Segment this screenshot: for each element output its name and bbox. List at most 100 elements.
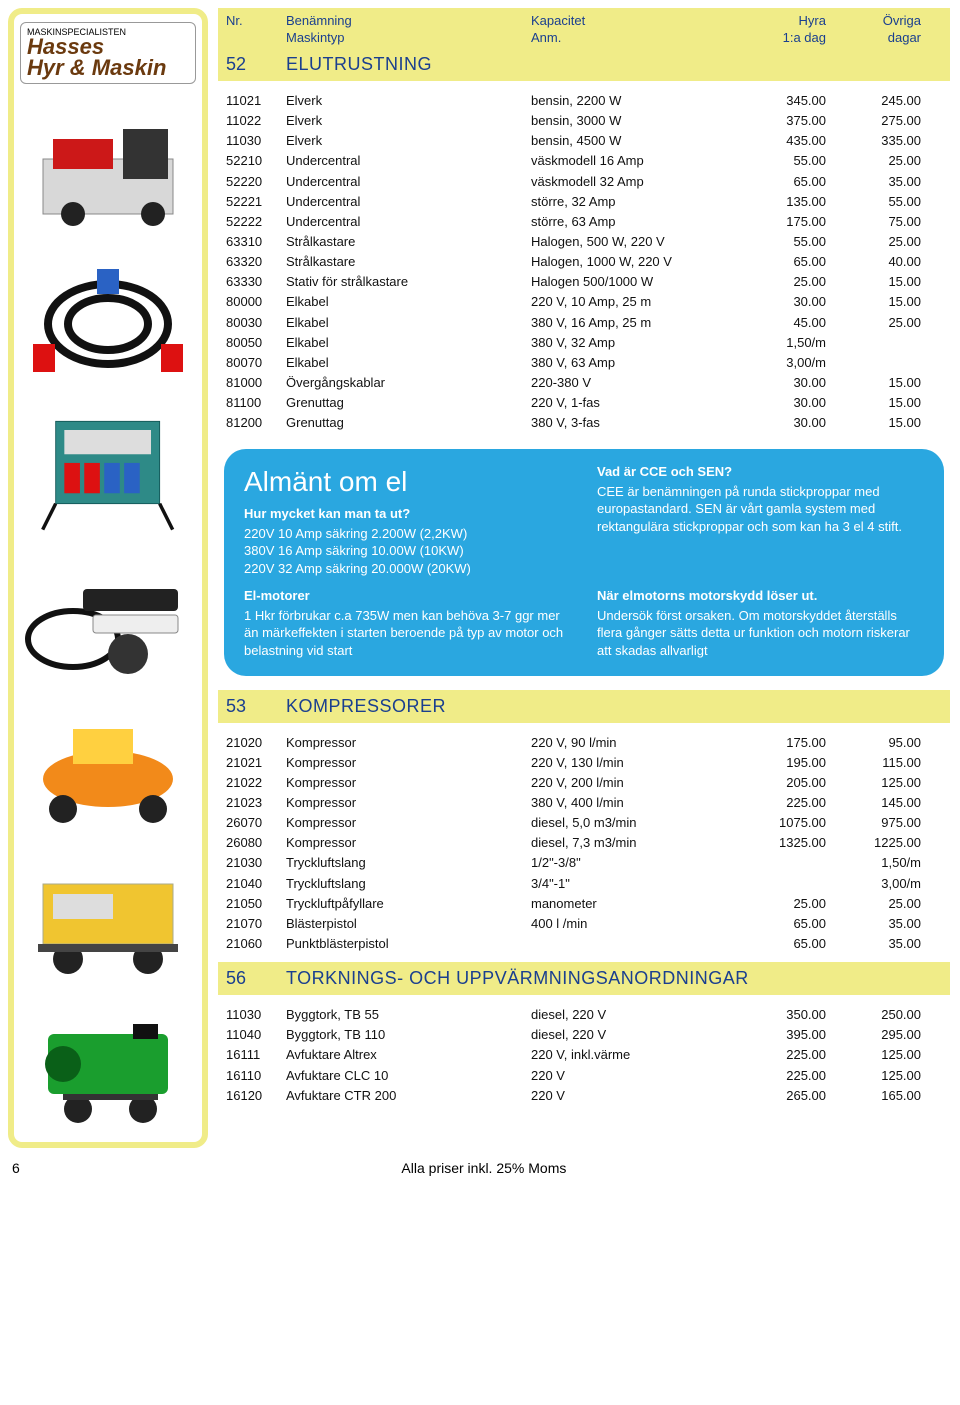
cell: 135.00 xyxy=(731,192,826,212)
cell: Elkabel xyxy=(286,313,531,333)
cell: 63320 xyxy=(226,252,286,272)
info-a-head: Hur mycket kan man ta ut? xyxy=(244,505,571,523)
info-b-head: Vad är CCE och SEN? xyxy=(597,463,924,481)
cell: diesel, 5,0 m3/min xyxy=(531,813,731,833)
cell: större, 63 Amp xyxy=(531,212,731,232)
table-row: 21022Kompressor220 V, 200 l/min205.00125… xyxy=(226,773,942,793)
cell: 35.00 xyxy=(826,914,921,934)
hdr-hyra: Hyra xyxy=(731,12,826,29)
cell: 80000 xyxy=(226,292,286,312)
cell: 65.00 xyxy=(731,252,826,272)
table-row: 80030Elkabel380 V, 16 Amp, 25 m45.0025.0… xyxy=(226,313,942,333)
cell: Tryckluftslang xyxy=(286,853,531,873)
table-row: 63330Stativ för strålkastareHalogen 500/… xyxy=(226,272,942,292)
table-row: 52210Undercentralväskmodell 16 Amp55.002… xyxy=(226,151,942,171)
cell: Elverk xyxy=(286,131,531,151)
cell: diesel, 220 V xyxy=(531,1025,731,1045)
table-row: 11030Byggtork, TB 55diesel, 220 V350.002… xyxy=(226,1005,942,1025)
table-row: 21050Tryckluftpåfyllaremanometer25.0025.… xyxy=(226,894,942,914)
cell: 26080 xyxy=(226,833,286,853)
info-d-txt: Undersök först orsaken. Om motorskyddet … xyxy=(597,607,924,660)
cell: Kompressor xyxy=(286,773,531,793)
cell: Elverk xyxy=(286,91,531,111)
info-c-head: El-motorer xyxy=(244,587,571,605)
section-num: 52 xyxy=(226,54,266,75)
cell: Elkabel xyxy=(286,333,531,353)
cell: manometer xyxy=(531,894,731,914)
cell: 3/4"-1" xyxy=(531,874,731,894)
cell: Stativ för strålkastare xyxy=(286,272,531,292)
cell: 435.00 xyxy=(731,131,826,151)
cell: 25.00 xyxy=(731,272,826,292)
cell: Byggtork, TB 55 xyxy=(286,1005,531,1025)
section-title: KOMPRESSORER xyxy=(286,696,446,717)
hdr-benamning: Benämning xyxy=(286,12,531,29)
table-row: 63320StrålkastareHalogen, 1000 W, 220 V6… xyxy=(226,252,942,272)
cell: 80050 xyxy=(226,333,286,353)
cell: 35.00 xyxy=(826,172,921,192)
cell: 26070 xyxy=(226,813,286,833)
table-row: 21070Blästerpistol400 l /min65.0035.00 xyxy=(226,914,942,934)
table-row: 52220Undercentralväskmodell 32 Amp65.003… xyxy=(226,172,942,192)
section-bar-56: 56 TORKNINGS- OCH UPPVÄRMNINGSANORDNINGA… xyxy=(218,962,950,995)
hdr-nr: Nr. xyxy=(226,12,286,29)
table-row: 81200Grenuttag380 V, 3-fas30.0015.00 xyxy=(226,413,942,433)
cell: 1325.00 xyxy=(731,833,826,853)
cell: 1075.00 xyxy=(731,813,826,833)
cell: 21022 xyxy=(226,773,286,793)
cell: 165.00 xyxy=(826,1086,921,1106)
cell: 375.00 xyxy=(731,111,826,131)
cell: 81000 xyxy=(226,373,286,393)
cell: Elkabel xyxy=(286,292,531,312)
section-num: 53 xyxy=(226,696,266,717)
cell: Undercentral xyxy=(286,192,531,212)
cell: 25.00 xyxy=(826,151,921,171)
cell: 220 V, 200 l/min xyxy=(531,773,731,793)
cell: 65.00 xyxy=(731,914,826,934)
cell: Halogen, 1000 W, 220 V xyxy=(531,252,731,272)
table-row: 16111Avfuktare Altrex220 V, inkl.värme22… xyxy=(226,1045,942,1065)
cell: Kompressor xyxy=(286,753,531,773)
cell: 145.00 xyxy=(826,793,921,813)
hdr-anm: Anm. xyxy=(531,29,731,46)
cell: Övergångskablar xyxy=(286,373,531,393)
cell: Undercentral xyxy=(286,172,531,192)
cell: 55.00 xyxy=(731,232,826,252)
table-row: 16120Avfuktare CTR 200220 V265.00165.00 xyxy=(226,1086,942,1106)
table-row: 80050Elkabel380 V, 32 Amp1,50/m xyxy=(226,333,942,353)
cell: 125.00 xyxy=(826,1066,921,1086)
cell: 15.00 xyxy=(826,272,921,292)
table-row: 26070Kompressordiesel, 5,0 m3/min1075.00… xyxy=(226,813,942,833)
info-col-b: Vad är CCE och SEN? CEE är benämningen p… xyxy=(597,463,924,577)
cell: 52222 xyxy=(226,212,286,232)
table-row: 81000Övergångskablar220-380 V30.0015.00 xyxy=(226,373,942,393)
cell: diesel, 220 V xyxy=(531,1005,731,1025)
cell: 350.00 xyxy=(731,1005,826,1025)
cell: 380 V, 16 Amp, 25 m xyxy=(531,313,731,333)
cell: 225.00 xyxy=(731,1045,826,1065)
cell: 220 V, 90 l/min xyxy=(531,733,731,753)
cell: 975.00 xyxy=(826,813,921,833)
cell: 3,00/m xyxy=(731,353,826,373)
product-image-heater xyxy=(23,1004,193,1134)
page-footer: 6 Alla priser inkl. 25% Moms xyxy=(0,1156,960,1178)
table-row: 11040Byggtork, TB 110diesel, 220 V395.00… xyxy=(226,1025,942,1045)
table-row: 52221Undercentralstörre, 32 Amp135.0055.… xyxy=(226,192,942,212)
cell: 16120 xyxy=(226,1086,286,1106)
cell: 175.00 xyxy=(731,733,826,753)
cell: 75.00 xyxy=(826,212,921,232)
table-52: 11021Elverkbensin, 2200 W345.00245.00110… xyxy=(218,81,950,441)
cell: bensin, 2200 W xyxy=(531,91,731,111)
cell: Punktblästerpistol xyxy=(286,934,531,954)
cell: 380 V, 400 l/min xyxy=(531,793,731,813)
cell: Avfuktare Altrex xyxy=(286,1045,531,1065)
table-row: 21021Kompressor220 V, 130 l/min195.00115… xyxy=(226,753,942,773)
cell: 11040 xyxy=(226,1025,286,1045)
cell xyxy=(826,353,921,373)
section-num: 56 xyxy=(226,968,266,989)
footer-note: Alla priser inkl. 25% Moms xyxy=(401,1160,566,1176)
cell: 35.00 xyxy=(826,934,921,954)
hdr-dagar: dagar xyxy=(826,29,921,46)
table-row: 81100Grenuttag220 V, 1-fas30.0015.00 xyxy=(226,393,942,413)
cell: 21070 xyxy=(226,914,286,934)
